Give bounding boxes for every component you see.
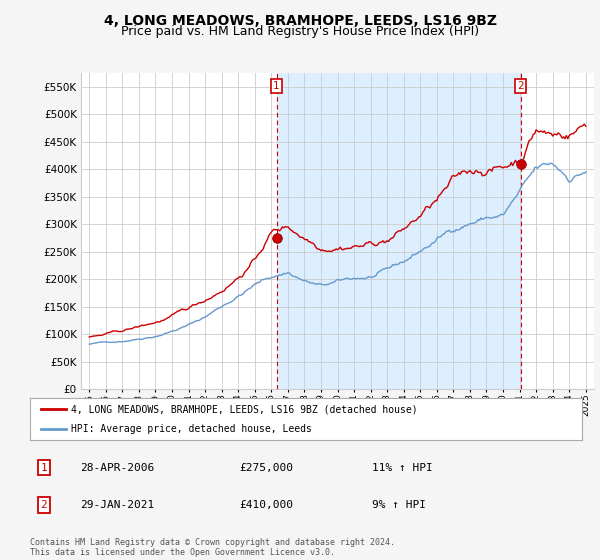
Text: Contains HM Land Registry data © Crown copyright and database right 2024.
This d: Contains HM Land Registry data © Crown c… <box>30 538 395 557</box>
Text: 4, LONG MEADOWS, BRAMHOPE, LEEDS, LS16 9BZ: 4, LONG MEADOWS, BRAMHOPE, LEEDS, LS16 9… <box>104 14 497 28</box>
Text: 2: 2 <box>40 500 47 510</box>
Text: 11% ↑ HPI: 11% ↑ HPI <box>372 463 433 473</box>
Text: £275,000: £275,000 <box>240 463 294 473</box>
Bar <box>277 73 521 389</box>
Text: 29-JAN-2021: 29-JAN-2021 <box>80 500 154 510</box>
Text: Price paid vs. HM Land Registry's House Price Index (HPI): Price paid vs. HM Land Registry's House … <box>121 25 479 38</box>
Text: 28-APR-2006: 28-APR-2006 <box>80 463 154 473</box>
Text: 2: 2 <box>518 81 524 91</box>
Text: £410,000: £410,000 <box>240 500 294 510</box>
Text: 1: 1 <box>40 463 47 473</box>
Text: HPI: Average price, detached house, Leeds: HPI: Average price, detached house, Leed… <box>71 424 312 434</box>
Text: 4, LONG MEADOWS, BRAMHOPE, LEEDS, LS16 9BZ (detached house): 4, LONG MEADOWS, BRAMHOPE, LEEDS, LS16 9… <box>71 404 418 414</box>
Text: 1: 1 <box>273 81 280 91</box>
Text: 9% ↑ HPI: 9% ↑ HPI <box>372 500 426 510</box>
